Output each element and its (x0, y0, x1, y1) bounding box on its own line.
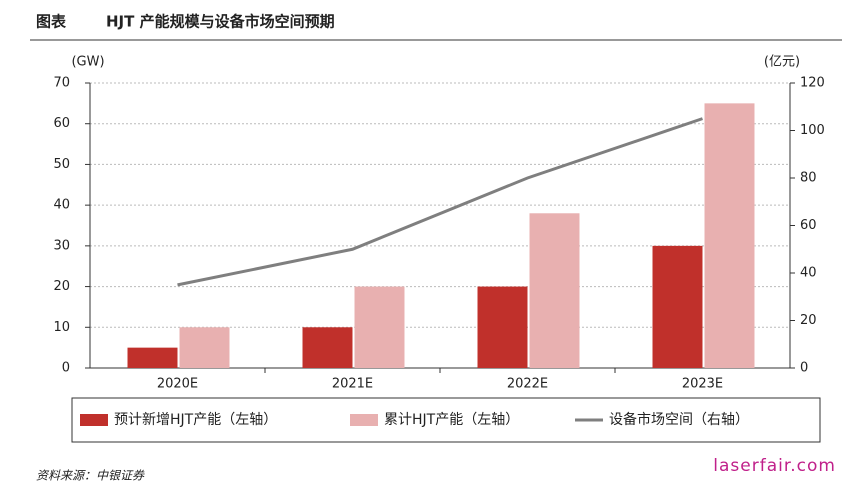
legend-label: 设备市场空间（右轴） (609, 411, 749, 428)
y2-tick-label: 100 (800, 123, 825, 138)
line (177, 117, 703, 287)
bar (179, 327, 230, 368)
y-tick-label: 70 (53, 76, 70, 91)
y2-tick-label: 20 (800, 313, 817, 328)
bar (127, 347, 178, 368)
y-tick-label: 30 (53, 238, 70, 253)
x-tick-label: 2020E (157, 377, 198, 392)
y2-axis-label: (亿元) (764, 55, 800, 70)
y2-tick-label: 40 (800, 266, 817, 281)
y-tick-label: 40 (53, 198, 70, 213)
y2-tick-label: 80 (800, 171, 817, 186)
bar (529, 213, 580, 368)
y-tick-label: 10 (53, 320, 70, 335)
legend-label: 累计HJT产能（左轴） (384, 412, 519, 428)
legend (71, 397, 821, 443)
x-tick-label: 2023E (682, 377, 723, 392)
y2-tick-label: 120 (800, 76, 825, 91)
y2-tick-label: 60 (800, 218, 817, 233)
chart-title: HJT 产能规模与设备市场空间预期 (106, 13, 335, 31)
bar (704, 103, 755, 368)
y-axis-label: (GW) (71, 55, 104, 70)
watermark: laserfair.com (713, 456, 836, 476)
y-tick-label: 0 (62, 361, 70, 376)
y-tick-label: 60 (53, 116, 70, 131)
y-tick-label: 20 (53, 279, 70, 294)
legend-label: 预计新增HJT产能（左轴） (114, 412, 277, 428)
bar (652, 245, 703, 368)
x-tick-label: 2021E (332, 377, 373, 392)
legend-swatch (350, 414, 378, 426)
bar (477, 286, 528, 368)
bar (302, 327, 353, 368)
legend-swatch (80, 414, 108, 426)
header-label: 图表 (36, 13, 67, 31)
x-tick-label: 2022E (507, 377, 548, 392)
bar (354, 286, 405, 368)
y-tick-label: 50 (53, 157, 70, 172)
y2-tick-label: 0 (800, 361, 808, 376)
source: 资料来源：中银证券 (36, 469, 145, 483)
